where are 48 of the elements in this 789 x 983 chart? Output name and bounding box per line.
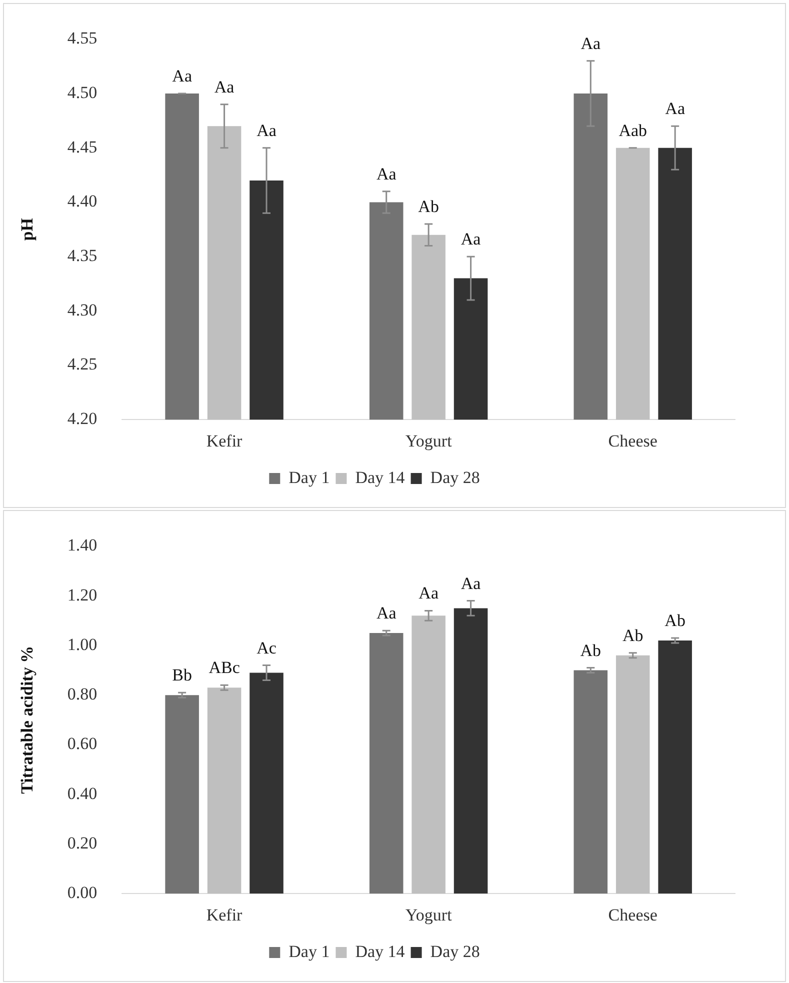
- y-tick-label: 4.30: [67, 300, 98, 320]
- legend-label: Day 28: [430, 468, 480, 487]
- x-tick-label: Yogurt: [405, 905, 452, 924]
- x-tick-label: Kefir: [206, 431, 243, 450]
- data-label: Aab: [618, 120, 648, 140]
- data-label: Ab: [664, 610, 686, 630]
- data-label: Ab: [418, 196, 439, 216]
- data-label: Aa: [256, 120, 277, 140]
- y-tick-label: 4.45: [67, 137, 98, 156]
- data-label: Aa: [214, 77, 235, 96]
- y-tick-label: 0.20: [67, 833, 98, 852]
- x-tick-label: Cheese: [608, 431, 658, 450]
- y-tick-label: 1.40: [67, 536, 98, 555]
- data-label: Aa: [376, 164, 397, 184]
- y-axis-title: pH: [18, 218, 37, 241]
- data-label: Ac: [256, 638, 277, 658]
- legend-label: Day 28: [430, 942, 480, 961]
- data-label: ABc: [208, 658, 240, 678]
- legend-label: Day 1: [288, 468, 330, 487]
- data-label: Aa: [418, 584, 439, 603]
- data-label: Aa: [665, 99, 686, 118]
- y-tick-label: 4.20: [67, 409, 98, 428]
- y-axis-title: Titratable acidity %: [18, 646, 37, 794]
- y-tick-label: 4.35: [67, 246, 98, 266]
- y-tick-label: 0.40: [67, 784, 98, 803]
- y-tick-label: 0.80: [67, 684, 98, 704]
- y-tick-label: 4.50: [67, 83, 98, 102]
- y-tick-label: 4.40: [67, 192, 98, 211]
- y-tick-label: 0.00: [67, 883, 98, 902]
- legend-label: Day 14: [355, 942, 406, 961]
- data-label: Aa: [172, 66, 192, 86]
- y-tick-label: 1.20: [67, 585, 98, 604]
- x-tick-label: Cheese: [608, 905, 658, 924]
- legend-label: Day 1: [288, 942, 330, 961]
- data-label: Aa: [580, 34, 602, 53]
- data-label: Ab: [580, 640, 602, 660]
- data-label: Bb: [172, 666, 192, 685]
- data-label: Aa: [460, 230, 482, 249]
- x-tick-label: Yogurt: [405, 431, 452, 450]
- data-label: Ab: [622, 626, 644, 645]
- y-tick-label: 0.60: [67, 734, 98, 754]
- x-tick-label: Kefir: [206, 905, 243, 924]
- data-label: Aa: [460, 574, 482, 593]
- y-tick-label: 1.00: [67, 634, 98, 654]
- legend-label: Day 14: [355, 468, 406, 487]
- y-tick-label: 4.55: [67, 28, 98, 48]
- y-tick-label: 4.25: [67, 354, 98, 374]
- data-label: Aa: [376, 604, 397, 623]
